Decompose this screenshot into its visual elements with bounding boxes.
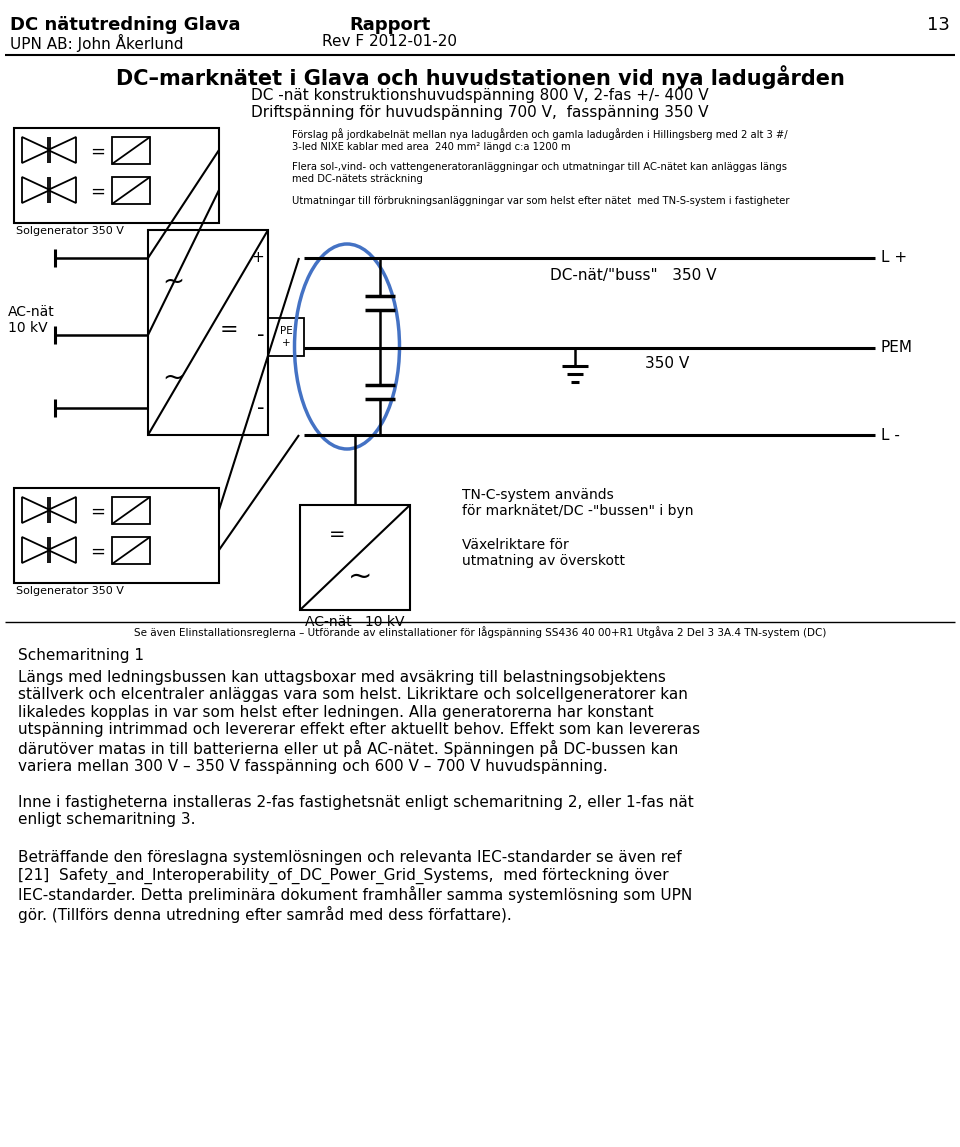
Bar xyxy=(112,177,150,204)
Text: Rev F 2012-01-20: Rev F 2012-01-20 xyxy=(323,34,458,49)
Text: =: = xyxy=(90,143,105,161)
Text: 13: 13 xyxy=(927,16,950,34)
Text: Solgenerator 350 V: Solgenerator 350 V xyxy=(16,226,124,236)
Text: PE
+: PE + xyxy=(279,326,293,348)
Text: ~: ~ xyxy=(162,270,184,295)
Text: ~: ~ xyxy=(162,365,184,391)
Text: DC nätutredning Glava: DC nätutredning Glava xyxy=(10,16,241,34)
Text: DC -nät konstruktionshuvudspänning 800 V, 2-fas +/- 400 V: DC -nät konstruktionshuvudspänning 800 V… xyxy=(252,88,708,103)
Text: L -: L - xyxy=(881,428,900,443)
Text: -: - xyxy=(256,325,264,345)
Text: ~: ~ xyxy=(348,562,372,591)
Text: =: = xyxy=(328,525,346,544)
Text: Förslag på jordkabelnät mellan nya ladugården och gamla ladugården i Hillingsber: Förslag på jordkabelnät mellan nya ladug… xyxy=(292,128,787,151)
Text: DC-nät/"buss"   350 V: DC-nät/"buss" 350 V xyxy=(550,268,716,283)
Bar xyxy=(112,537,150,564)
Text: Rapport: Rapport xyxy=(349,16,431,34)
Text: Driftspänning för huvudspänning 700 V,  fasspänning 350 V: Driftspänning för huvudspänning 700 V, f… xyxy=(252,106,708,120)
Bar xyxy=(300,505,410,610)
Text: 350 V: 350 V xyxy=(645,356,689,370)
Bar xyxy=(268,318,304,356)
Text: +: + xyxy=(252,250,264,265)
Text: Inne i fastigheterna installeras 2-fas fastighetsnät enligt schemaritning 2, ell: Inne i fastigheterna installeras 2-fas f… xyxy=(18,795,694,827)
Text: Beträffande den föreslagna systemlösningen och relevanta IEC-standarder se även : Beträffande den föreslagna systemlösning… xyxy=(18,850,692,923)
Text: DC–marknätet i Glava och huvudstationen vid nya ladugården: DC–marknätet i Glava och huvudstationen … xyxy=(115,65,845,88)
Bar xyxy=(112,136,150,164)
Text: Schemaritning 1: Schemaritning 1 xyxy=(18,648,144,663)
Text: L +: L + xyxy=(881,250,907,265)
Text: =: = xyxy=(90,504,105,521)
Text: Utmatningar till förbrukningsanläggningar var som helst efter nätet  med TN-S-sy: Utmatningar till förbrukningsanläggninga… xyxy=(292,196,789,206)
Text: Flera sol-,vind- och vattengeneratoranläggningar och utmatningar till AC-nätet k: Flera sol-,vind- och vattengeneratoranlä… xyxy=(292,162,787,184)
Text: PEM: PEM xyxy=(881,341,913,356)
Text: Växelriktare för
utmatning av överskott: Växelriktare för utmatning av överskott xyxy=(462,538,625,568)
Text: -: - xyxy=(256,398,264,418)
Bar xyxy=(112,497,150,524)
Text: UPN AB: John Åkerlund: UPN AB: John Åkerlund xyxy=(10,34,183,52)
Bar xyxy=(148,231,268,435)
Bar xyxy=(14,128,219,223)
Text: Se även Elinstallationsreglerna – Utförande av elinstallationer för lågspänning : Se även Elinstallationsreglerna – Utföra… xyxy=(133,626,827,638)
Text: AC-nät
10 kV: AC-nät 10 kV xyxy=(8,305,55,335)
Text: =: = xyxy=(90,184,105,201)
Bar xyxy=(14,487,219,583)
Text: AC-nät   10 kV: AC-nät 10 kV xyxy=(305,615,405,629)
Text: TN-C-system används
för marknätet/DC -"bussen" i byn: TN-C-system används för marknätet/DC -"b… xyxy=(462,487,693,518)
Text: =: = xyxy=(220,320,239,340)
Text: =: = xyxy=(90,543,105,561)
Text: Solgenerator 350 V: Solgenerator 350 V xyxy=(16,586,124,596)
Text: Längs med ledningsbussen kan uttagsboxar med avsäkring till belastningsobjektens: Längs med ledningsbussen kan uttagsboxar… xyxy=(18,670,700,774)
